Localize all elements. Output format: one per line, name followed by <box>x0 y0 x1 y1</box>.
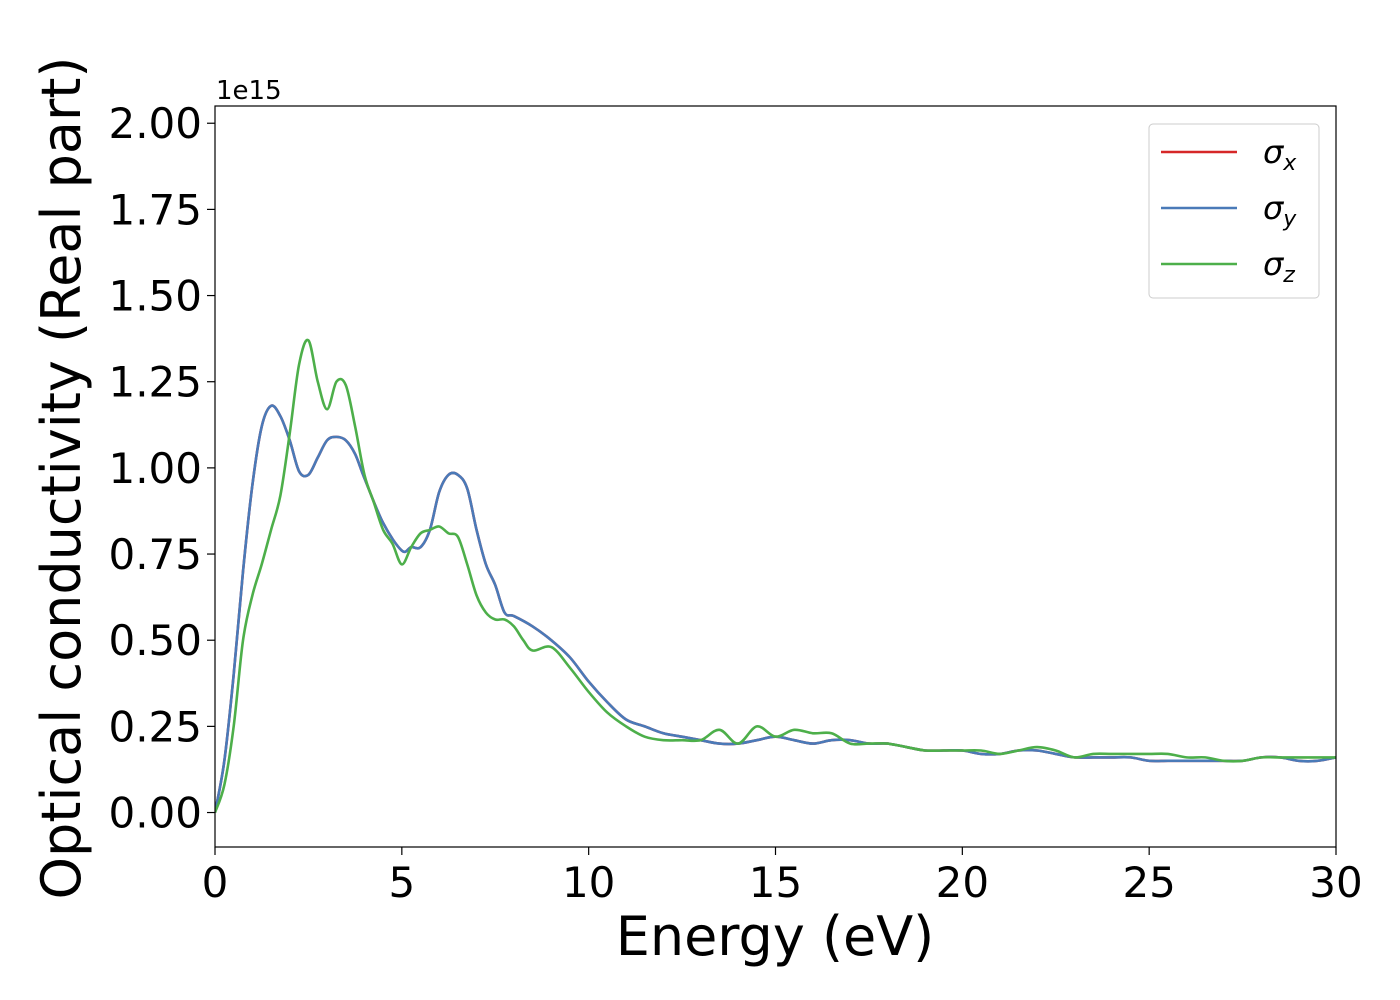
x-tick-label: 20 <box>936 858 989 907</box>
plot-area <box>214 105 1337 848</box>
series-line-z <box>215 338 1336 813</box>
y-offset-text: 1e15 <box>216 76 282 106</box>
y-tick-label: 0.25 <box>108 702 202 751</box>
legend-label-y: σy <box>1263 189 1297 232</box>
legend-box <box>1148 123 1320 299</box>
y-axis: 0.00 0.25 0.50 0.75 1.00 1.25 1.50 1.75 2.00 <box>108 99 215 838</box>
y-tick-label: 1.50 <box>108 272 202 321</box>
y-tick-label: 2.00 <box>108 99 202 148</box>
x-tick-label: 0 <box>202 858 229 907</box>
legend-label-z: σz <box>1263 245 1295 288</box>
y-tick-label: 0.50 <box>108 616 202 665</box>
y-tick-label: 0.75 <box>108 530 202 579</box>
legend-label-x: σx <box>1263 133 1297 176</box>
y-tick-label: 1.25 <box>108 358 202 407</box>
series-layer <box>215 338 1336 813</box>
x-tick-label: 15 <box>749 858 802 907</box>
y-axis-label: Optical conductivity (Real part) <box>30 57 93 900</box>
series-line-y <box>215 404 1336 813</box>
y-tick-label: 1.75 <box>108 185 202 234</box>
x-axis-label: Energy (eV) <box>616 905 935 968</box>
y-tick-label: 1.00 <box>108 444 202 493</box>
x-tick-label: 5 <box>388 858 415 907</box>
y-tick-label: 0.00 <box>108 789 202 838</box>
x-tick-label: 10 <box>562 858 615 907</box>
x-tick-label: 25 <box>1122 858 1175 907</box>
x-tick-label: 30 <box>1309 858 1362 907</box>
legend: σx σy σz <box>1148 123 1320 299</box>
x-axis: 0 5 10 15 20 25 30 <box>202 847 1363 907</box>
